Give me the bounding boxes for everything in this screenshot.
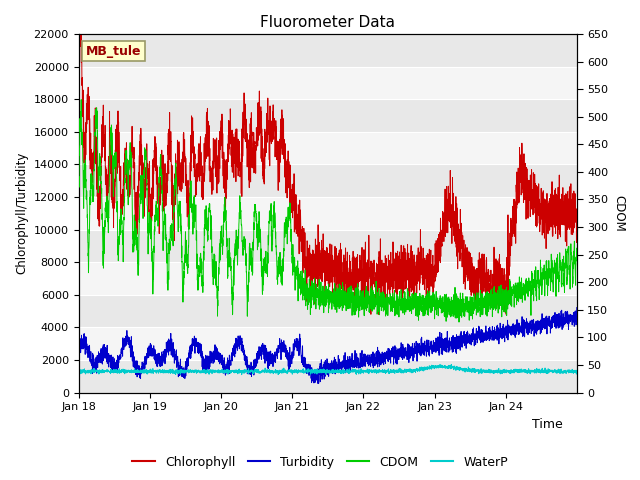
Bar — [79, 99, 577, 132]
Bar — [79, 229, 577, 262]
X-axis label: Time: Time — [532, 418, 563, 431]
Legend: Chlorophyll, Turbidity, CDOM, WaterP: Chlorophyll, Turbidity, CDOM, WaterP — [127, 451, 513, 474]
Y-axis label: Chlorophyll/Turbidity: Chlorophyll/Turbidity — [15, 152, 28, 275]
Title: Fluorometer Data: Fluorometer Data — [260, 15, 395, 30]
Bar — [79, 295, 577, 327]
Bar — [79, 164, 577, 197]
Bar — [79, 34, 577, 67]
Text: MB_tule: MB_tule — [86, 45, 141, 58]
Y-axis label: CDOM: CDOM — [612, 195, 625, 232]
Bar — [79, 360, 577, 393]
